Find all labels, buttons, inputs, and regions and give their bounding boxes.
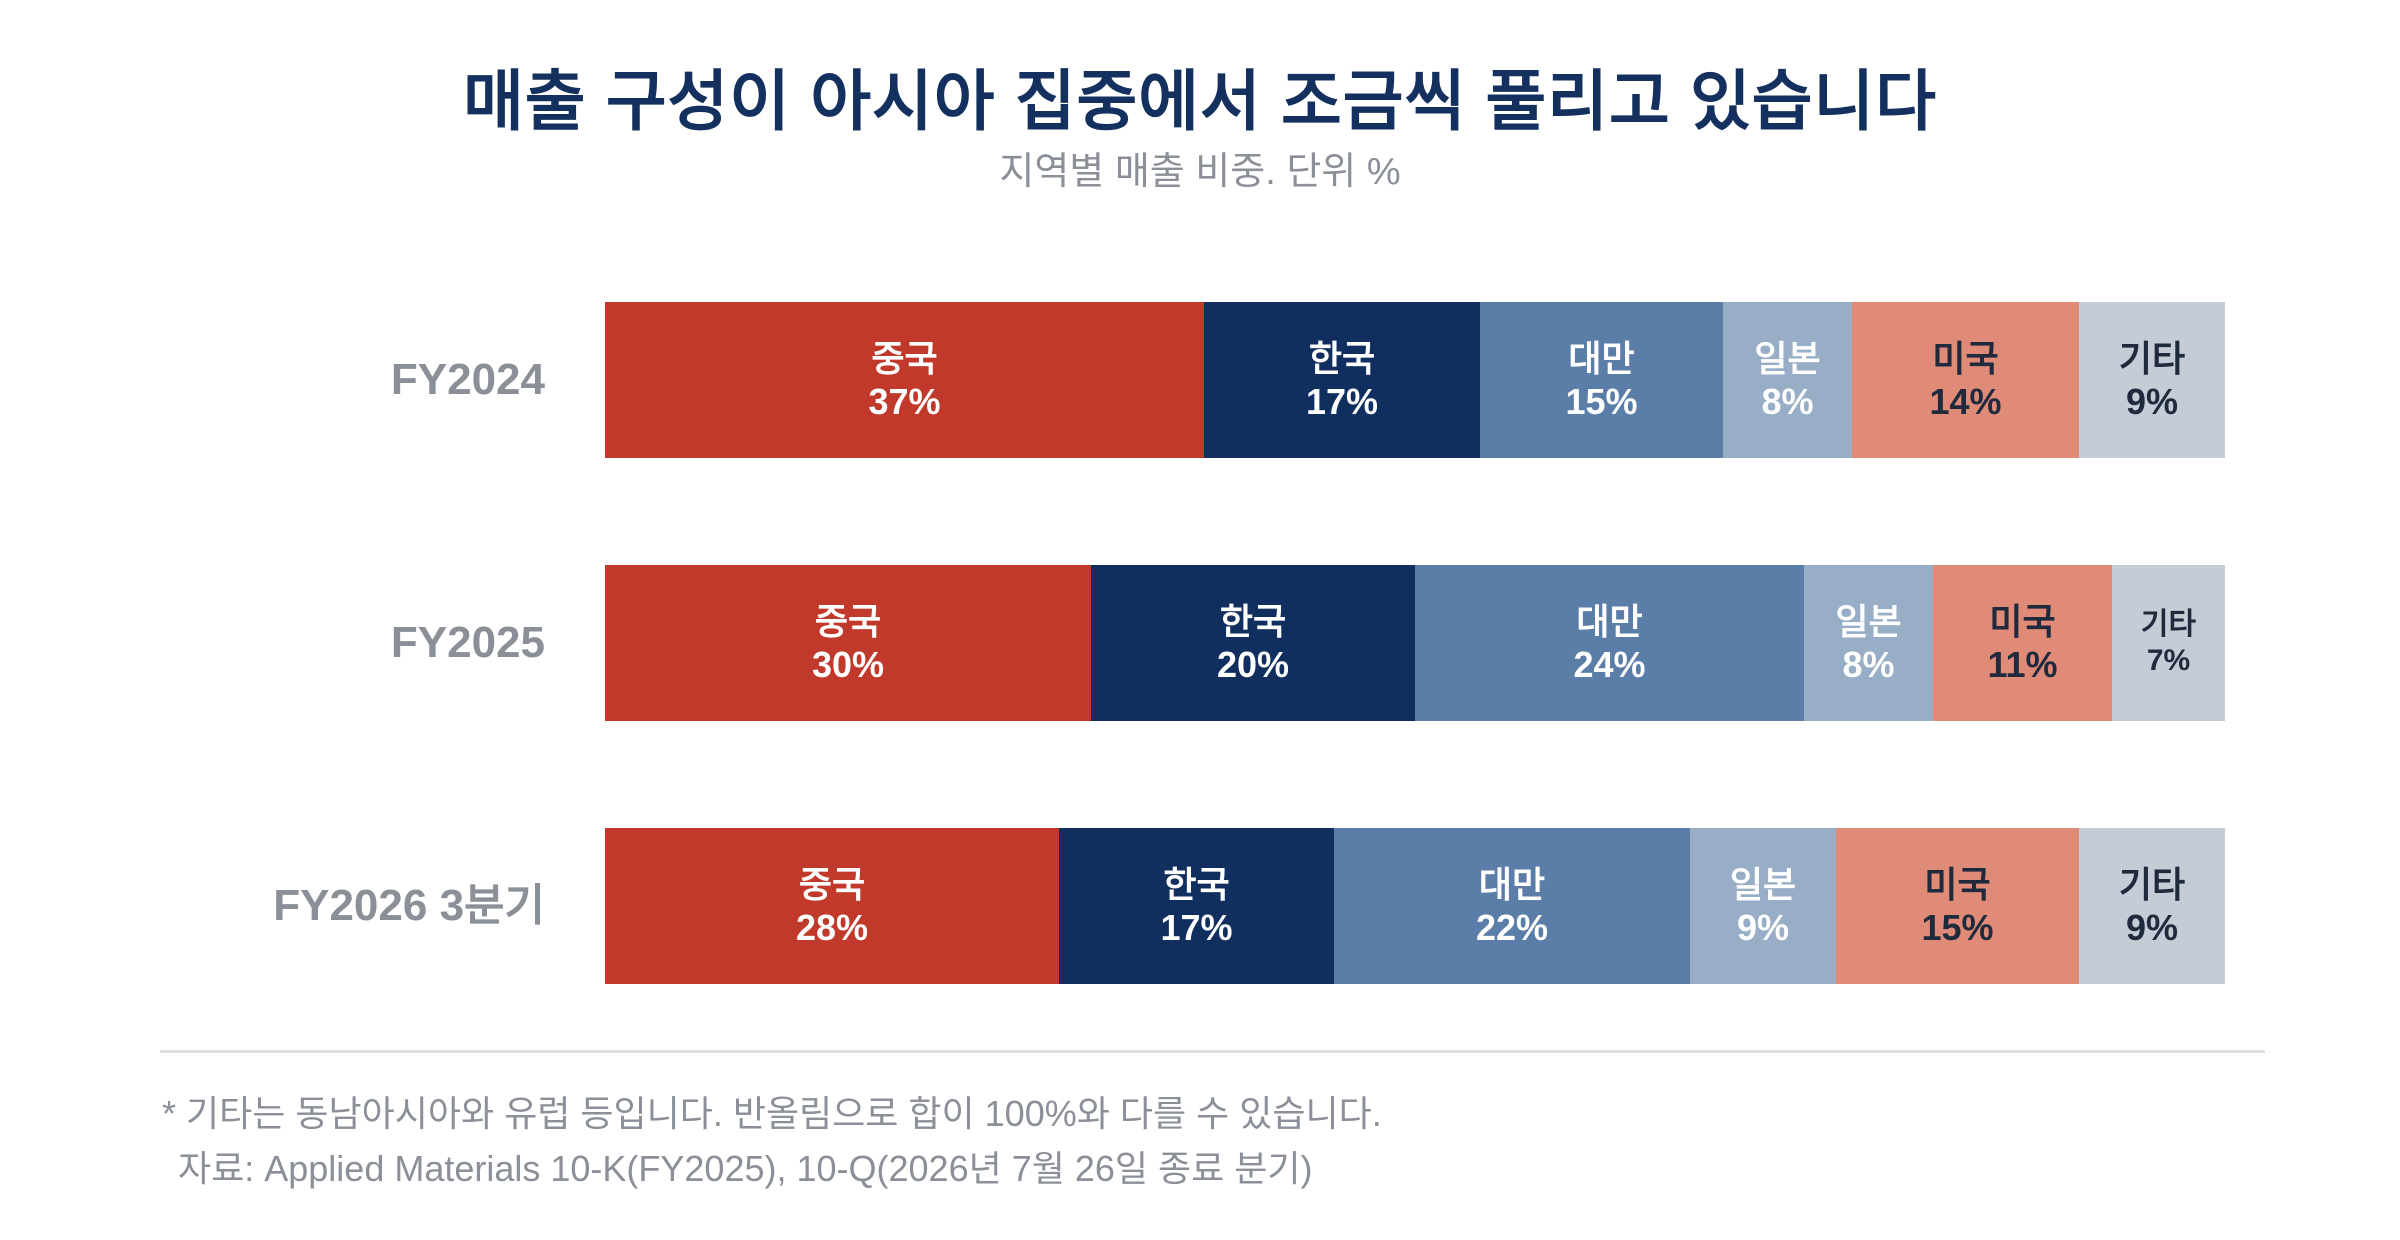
segment-value-label: 9% [1736, 907, 1790, 948]
row-label: FY2024 [390, 355, 545, 404]
segment-name-label: 중국 [798, 863, 866, 905]
bar-segment: 한국 17% [1059, 828, 1334, 984]
segment-name-label: 한국 [1219, 600, 1287, 642]
stacked-bar: 중국 30% 한국 20% 대만 24% 일본 8% 미국 11% 기타 7% [605, 565, 2225, 721]
segment-value-label: 9% [2125, 907, 2179, 948]
stacked-bar: 중국 28% 한국 17% 대만 22% 일본 9% 미국 15% 기타 9% [605, 828, 2225, 984]
segment-name-label: 기타 [2140, 608, 2197, 641]
segment-name-label: 일본 [1835, 600, 1902, 642]
bar-segment: 한국 17% [1204, 302, 1480, 458]
segment-name-label: 미국 [1924, 863, 1991, 905]
segment-value-label: 7% [2146, 644, 2191, 677]
segment-name-label: 한국 [1163, 863, 1230, 905]
bar-segment: 기타 9% [2079, 828, 2225, 984]
bar-segment: 중국 28% [605, 828, 1059, 984]
segment-name-label: 미국 [1989, 600, 2056, 642]
segment-name-label: 한국 [1308, 337, 1376, 379]
bar-segment: 대만 15% [1480, 302, 1723, 458]
segment-name-label: 대만 [1576, 600, 1643, 642]
segment-name-label: 기타 [2118, 337, 2186, 379]
bar-segment: 미국 15% [1836, 828, 2079, 984]
bar-segment: 중국 37% [605, 302, 1204, 458]
segment-value-label: 9% [2125, 381, 2179, 422]
bar-segment: 일본 8% [1723, 302, 1852, 458]
segment-name-label: 기타 [2118, 863, 2186, 905]
segment-value-label: 8% [1842, 644, 1895, 685]
segment-name-label: 중국 [814, 600, 882, 642]
chart-title: 매출 구성이 아시아 집중에서 조금씩 풀리고 있습니다 [463, 64, 1937, 138]
bar-segment: 일본 8% [1804, 565, 1933, 721]
source-note: 자료: Applied Materials 10-K(FY2025), 10-Q… [178, 1148, 1313, 1189]
segment-value-label: 28% [795, 907, 869, 948]
row-label: FY2025 [390, 618, 545, 667]
segment-name-label: 미국 [1932, 337, 1999, 379]
bar-segment: 한국 20% [1091, 565, 1415, 721]
segment-value-label: 15% [1921, 907, 1994, 948]
row-label: FY2026 3분기 [273, 881, 545, 930]
bar-segment: 기타 7% [2112, 565, 2225, 721]
bar-segment: 미국 11% [1933, 565, 2112, 721]
segment-value-label: 22% [1475, 907, 1549, 948]
segment-value-label: 14% [1929, 381, 2002, 422]
bar-segment: 대만 22% [1334, 828, 1690, 984]
segment-value-label: 30% [811, 644, 885, 685]
segment-value-label: 8% [1761, 381, 1814, 422]
stacked-bar: 중국 37% 한국 17% 대만 15% 일본 8% 미국 14% 기타 9% [605, 302, 2225, 458]
bar-segment: 일본 9% [1690, 828, 1836, 984]
segment-value-label: 17% [1305, 381, 1379, 422]
segment-name-label: 중국 [871, 337, 938, 379]
footnote: * 기타는 동남아시아와 유럽 등입니다. 반올림으로 합이 100%와 다를 … [162, 1093, 1382, 1134]
bar-segment: 미국 14% [1852, 302, 2079, 458]
segment-name-label: 일본 [1729, 863, 1797, 905]
bar-segment: 중국 30% [605, 565, 1091, 721]
segment-name-label: 대만 [1478, 863, 1546, 905]
segment-value-label: 37% [868, 381, 941, 422]
segment-name-label: 일본 [1754, 337, 1821, 379]
bar-segment: 기타 9% [2079, 302, 2225, 458]
chart-subtitle: 지역별 매출 비중. 단위 % [999, 151, 1401, 193]
segment-name-label: 대만 [1568, 337, 1635, 379]
segment-value-label: 20% [1216, 644, 1290, 685]
footer-divider [160, 1050, 2265, 1053]
bar-segment: 대만 24% [1415, 565, 1804, 721]
segment-value-label: 15% [1565, 381, 1638, 422]
segment-value-label: 17% [1160, 907, 1233, 948]
segment-value-label: 11% [1987, 644, 2058, 685]
segment-value-label: 24% [1573, 644, 1646, 685]
